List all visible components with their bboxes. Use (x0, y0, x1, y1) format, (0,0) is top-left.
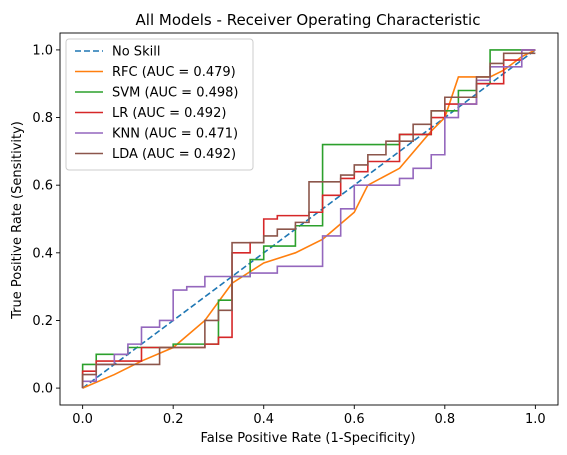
legend-label: RFC (AUC = 0.479) (112, 65, 236, 80)
chart-title: All Models - Receiver Operating Characte… (136, 11, 481, 29)
y-tick-label: 0.8 (32, 111, 53, 126)
plot-frame (59, 32, 559, 406)
x-tick-label: 0.8 (434, 412, 455, 427)
series-line-2 (81, 49, 536, 389)
series-line-5 (81, 52, 536, 389)
y-tick-label: 0.2 (32, 314, 53, 329)
x-axis-label: False Positive Rate (1-Specificity) (200, 431, 415, 446)
x-tick-label: 0.2 (163, 412, 184, 427)
legend-label: SVM (AUC = 0.498) (112, 86, 239, 101)
x-axis-ticks: 0.0 0.2 0.4 0.6 0.8 1.0 (72, 405, 546, 427)
y-axis-ticks: 0.0 0.2 0.4 0.6 0.8 1.0 (32, 43, 60, 397)
y-tick-label: 1.0 (32, 43, 53, 58)
x-tick-label: 0.6 (344, 412, 365, 427)
y-tick-label: 0.4 (32, 246, 53, 261)
y-tick-label: 0.0 (32, 382, 53, 397)
y-axis-label: True Positive Rate (Sensitivity) (10, 121, 25, 320)
legend-box (65, 38, 254, 171)
legend-label: No Skill (112, 45, 160, 60)
x-tick-label: 1.0 (525, 412, 546, 427)
legend-label: LR (AUC = 0.492) (112, 106, 226, 121)
legend-label: LDA (AUC = 0.492) (112, 147, 236, 162)
x-tick-label: 0.4 (253, 412, 274, 427)
y-tick-label: 0.6 (32, 179, 53, 194)
plot-area (59, 32, 559, 406)
legend: No Skill RFC (AUC = 0.479) SVM (AUC = 0.49… (65, 38, 254, 171)
series-line-4 (81, 49, 536, 389)
x-tick-label: 0.0 (72, 412, 93, 427)
legend-label: KNN (AUC = 0.471) (112, 127, 238, 142)
